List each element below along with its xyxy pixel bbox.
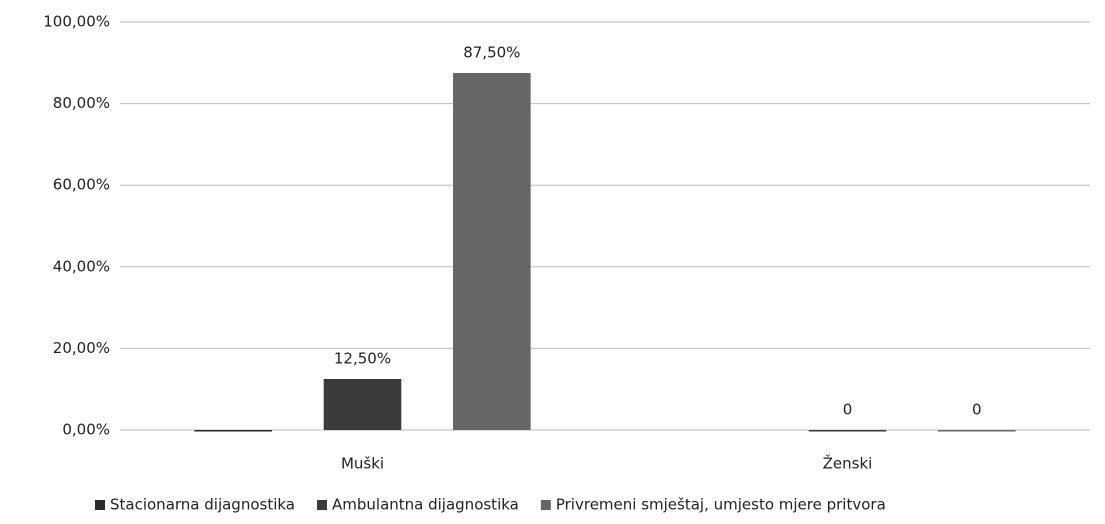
y-tick-label: 40,00% [53, 257, 110, 275]
legend-label: Ambulantna dijagnostika [332, 496, 519, 514]
legend-swatch [317, 500, 327, 510]
bar [453, 73, 531, 430]
bar [938, 430, 1016, 432]
y-tick-label: 100,00% [43, 13, 110, 31]
y-tick-label: 80,00% [53, 94, 110, 112]
y-tick-label: 0,00% [62, 421, 110, 439]
y-tick-label: 20,00% [53, 339, 110, 357]
x-tick-label: Ženski [823, 454, 873, 473]
data-label: 0 [843, 401, 853, 419]
legend-swatch [95, 500, 105, 510]
y-tick-label: 60,00% [53, 176, 110, 194]
bar [808, 430, 887, 432]
legend-label: Privremeni smještaj, umjesto mjere pritv… [556, 496, 886, 514]
legend-swatch [540, 500, 551, 510]
bar [194, 430, 272, 432]
bar [323, 379, 402, 430]
data-label: 0 [972, 401, 982, 419]
legend-label: Stacionarna dijagnostika [110, 496, 295, 514]
x-tick-label: Muški [341, 455, 384, 473]
data-label: 87,50% [463, 44, 520, 62]
data-label: 12,50% [334, 350, 391, 368]
